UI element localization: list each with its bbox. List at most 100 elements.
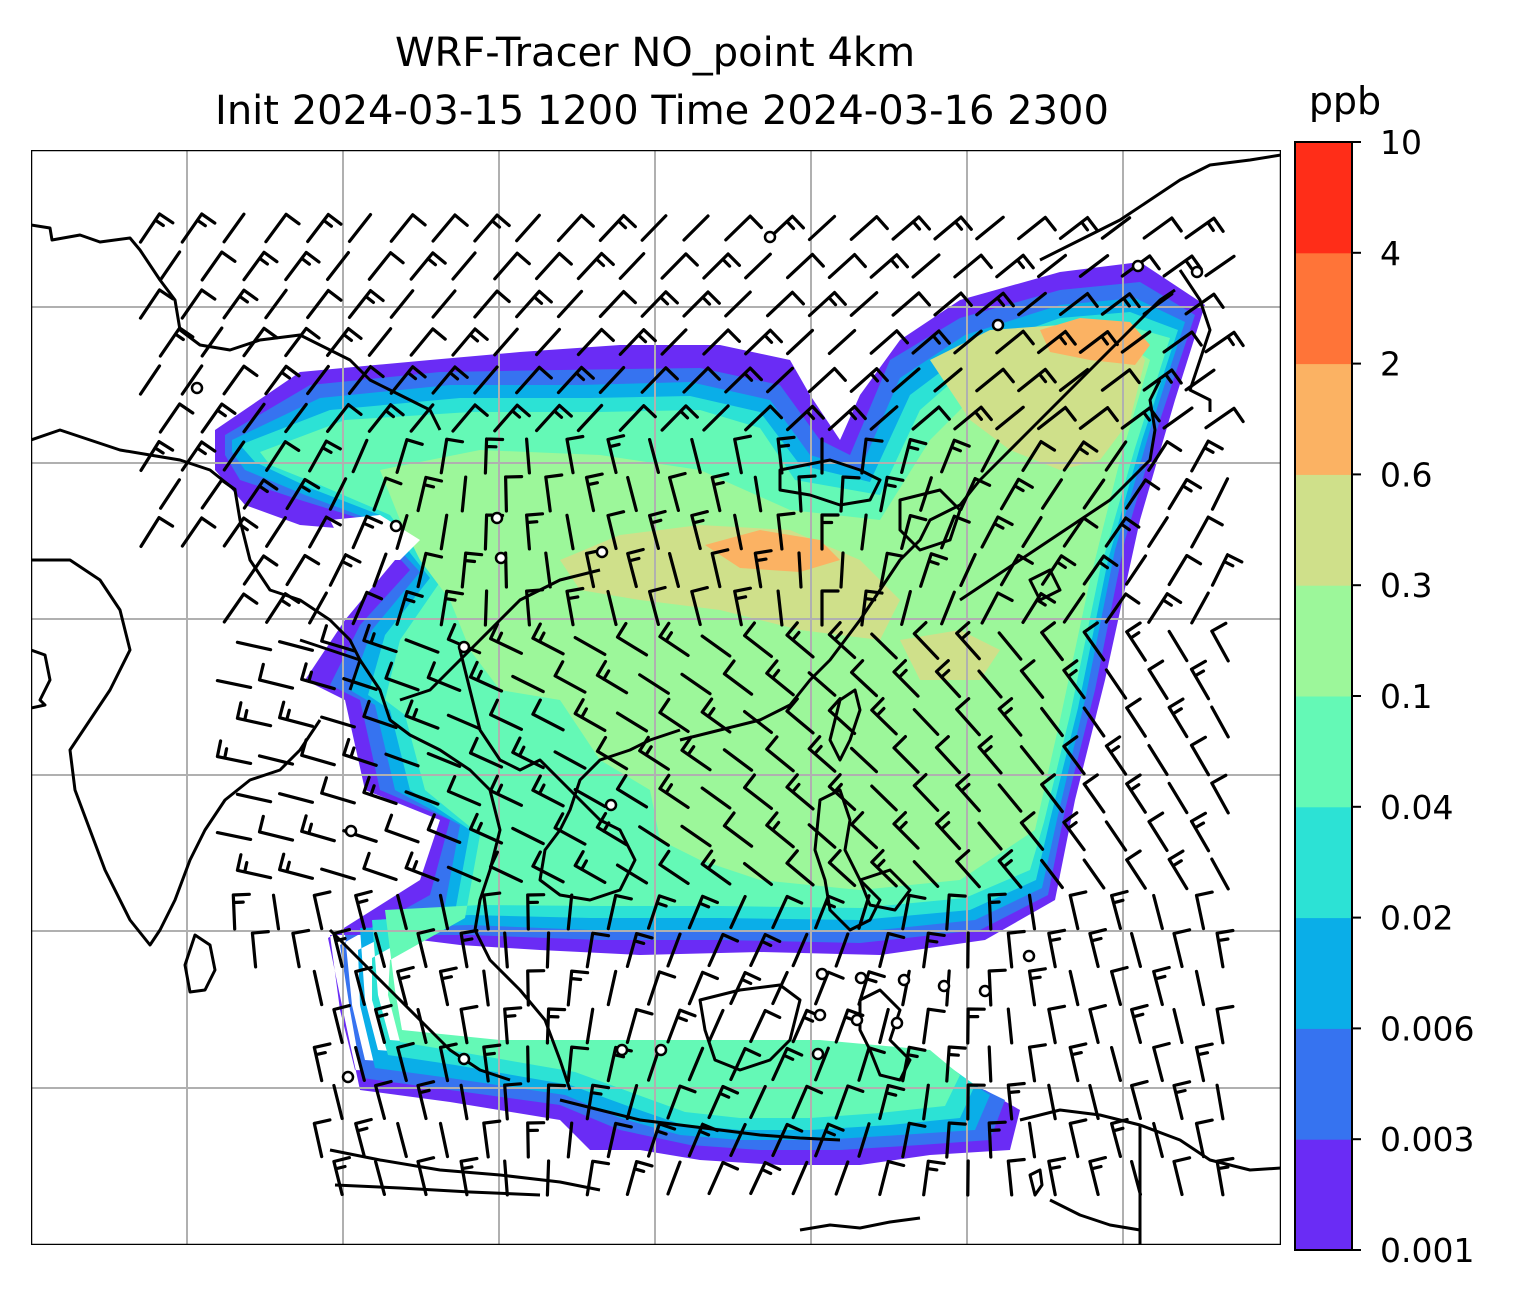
wind-barb [966, 1083, 986, 1121]
wind-barb [707, 1084, 740, 1120]
wind-barb [849, 367, 889, 393]
wind-barb [235, 792, 273, 804]
wind-barb [1058, 292, 1099, 316]
wind-barb [372, 552, 388, 588]
wind-barb [682, 366, 721, 394]
wind-barb [744, 252, 772, 280]
wind-barb [722, 748, 754, 772]
wind-barb [934, 659, 962, 699]
wind-barb [158, 326, 195, 358]
coastlines-and-borders [31, 153, 1281, 1245]
wind-barb [489, 622, 523, 655]
wind-barb [416, 1080, 436, 1121]
wind-barb [1147, 592, 1183, 624]
wind-barb [807, 214, 837, 242]
wind-barb [1078, 254, 1110, 278]
wind-barb [1088, 1083, 1100, 1121]
wind-barb [374, 1079, 393, 1120]
calm-wind-marker [595, 545, 609, 559]
wind-barb [222, 592, 259, 624]
wind-barb [912, 860, 940, 888]
wind-barb [473, 365, 499, 395]
wind-barb [1040, 858, 1064, 890]
wind-barb [953, 329, 983, 355]
wind-barb [426, 661, 462, 692]
wind-barb [1194, 1042, 1214, 1083]
wind-barb [180, 212, 217, 244]
wind-barb [576, 251, 615, 281]
wind-barb [460, 551, 484, 589]
wind-barb [1162, 406, 1194, 430]
wind-barb [409, 327, 447, 357]
colorbar-tick-label: 0.006 [1380, 1009, 1474, 1048]
wind-barb [807, 735, 837, 773]
wind-barb [362, 623, 398, 654]
wind-barb [700, 634, 732, 658]
wind-barb [389, 289, 415, 319]
wind-barb [374, 932, 386, 968]
wind-barb [556, 365, 595, 395]
wind-barb [473, 213, 511, 243]
wind-barb [265, 440, 301, 472]
wind-barb [975, 291, 1015, 317]
wind-barb [647, 1122, 677, 1158]
wind-barb [426, 752, 462, 768]
wind-barb [700, 786, 732, 810]
wind-barb [729, 971, 762, 1005]
calm-wind-marker [490, 511, 504, 525]
wind-barb [648, 509, 667, 550]
wind-barb [1068, 1042, 1088, 1083]
wind-barb [660, 328, 688, 356]
wind-barb [807, 290, 847, 318]
wind-barb [531, 850, 565, 884]
wind-barb [1210, 705, 1230, 739]
wind-barb [362, 699, 398, 730]
wind-barb [1124, 554, 1148, 586]
wind-barb [482, 969, 490, 1007]
wind-barb [565, 434, 585, 475]
wind-barb [743, 710, 773, 734]
wind-barb [966, 1007, 986, 1045]
wind-barb [483, 589, 489, 627]
wind-barb [618, 404, 657, 432]
colorbar-segment [1295, 585, 1352, 697]
wind-barb [724, 290, 752, 318]
wind-barb [680, 735, 712, 772]
wind-barb [807, 671, 837, 697]
wind-barb [1068, 890, 1088, 931]
wind-barb [545, 931, 551, 969]
wind-barb [1147, 811, 1169, 852]
wind-barb [222, 516, 259, 548]
wind-barb [980, 591, 1014, 625]
wind-barb [285, 553, 321, 587]
wind-barb [404, 790, 440, 806]
wind-barb [807, 366, 847, 394]
wind-barb [1100, 368, 1141, 392]
wind-barb [300, 738, 336, 767]
wind-barb [595, 735, 629, 771]
wind-barb [891, 367, 921, 393]
wind-barb [834, 1084, 865, 1120]
wind-barb [1167, 553, 1203, 587]
wind-barb [680, 672, 712, 696]
wind-barb [702, 404, 730, 432]
wind-barb [1027, 967, 1047, 1007]
wind-barb [797, 551, 803, 589]
wind-barb [396, 1041, 415, 1083]
calm-wind-marker [344, 824, 358, 838]
wind-barb [584, 472, 604, 513]
wind-barb [347, 213, 373, 243]
wind-barb [857, 894, 871, 930]
wind-barb [814, 1046, 830, 1082]
wind-barb [354, 965, 373, 1006]
wind-barb [1130, 932, 1142, 968]
wind-barb [367, 403, 405, 433]
wind-barb [291, 928, 311, 969]
wind-barb [271, 893, 281, 931]
wind-barb [687, 1046, 705, 1082]
wind-barb [573, 636, 607, 656]
wind-barb [997, 631, 1023, 661]
wind-barb [511, 736, 545, 770]
wind-barb [606, 1121, 633, 1159]
wind-barb [658, 849, 690, 885]
